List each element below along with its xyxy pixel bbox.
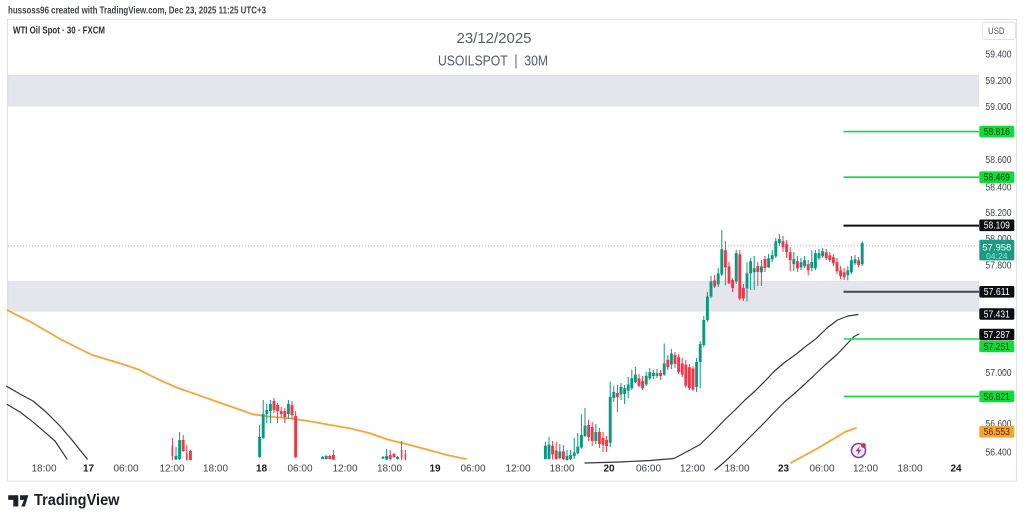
svg-text:57.287: 57.287 bbox=[984, 330, 1010, 341]
svg-text:06:00: 06:00 bbox=[636, 464, 661, 475]
svg-text:USD: USD bbox=[988, 26, 1005, 36]
svg-text:17: 17 bbox=[83, 464, 95, 475]
svg-text:58.000: 58.000 bbox=[986, 234, 1012, 245]
svg-text:TradingView: TradingView bbox=[34, 492, 120, 509]
svg-text:18: 18 bbox=[256, 464, 268, 475]
svg-text:WTI Oil Spot · 30 · FXCM: WTI Oil Spot · 30 · FXCM bbox=[13, 26, 105, 37]
svg-text:57.800: 57.800 bbox=[986, 261, 1012, 272]
svg-text:12:00: 12:00 bbox=[159, 464, 184, 475]
svg-text:hussoss96 created with Trading: hussoss96 created with TradingView.com, … bbox=[8, 6, 266, 17]
svg-text:06:00: 06:00 bbox=[287, 464, 312, 475]
svg-text:59.400: 59.400 bbox=[986, 49, 1012, 60]
svg-text:06:00: 06:00 bbox=[809, 464, 834, 475]
svg-text:18:00: 18:00 bbox=[31, 464, 56, 475]
svg-text:57.431: 57.431 bbox=[984, 309, 1010, 320]
svg-text:58.400: 58.400 bbox=[986, 182, 1012, 193]
svg-text:56.600: 56.600 bbox=[986, 419, 1012, 430]
svg-text:18:00: 18:00 bbox=[549, 464, 574, 475]
svg-text:23/12/2025: 23/12/2025 bbox=[457, 31, 532, 47]
svg-text:06:00: 06:00 bbox=[113, 464, 138, 475]
svg-text:18:00: 18:00 bbox=[377, 464, 402, 475]
svg-text:18:00: 18:00 bbox=[203, 464, 228, 475]
svg-text:18:00: 18:00 bbox=[724, 464, 749, 475]
svg-text:23: 23 bbox=[778, 464, 790, 475]
svg-text:59.200: 59.200 bbox=[986, 76, 1012, 87]
svg-text:19: 19 bbox=[429, 464, 441, 475]
svg-text:56.821: 56.821 bbox=[984, 392, 1010, 403]
svg-text:58.816: 58.816 bbox=[984, 127, 1010, 138]
svg-text:USOILSPOT | 30M: USOILSPOT | 30M bbox=[438, 53, 548, 69]
svg-text:24: 24 bbox=[950, 464, 962, 475]
svg-text:57.000: 57.000 bbox=[986, 368, 1012, 379]
svg-text:12:00: 12:00 bbox=[853, 464, 878, 475]
svg-text:58.600: 58.600 bbox=[986, 155, 1012, 166]
svg-text:12:00: 12:00 bbox=[332, 464, 357, 475]
svg-text:06:00: 06:00 bbox=[460, 464, 485, 475]
svg-text:12:00: 12:00 bbox=[680, 464, 705, 475]
svg-text:58.469: 58.469 bbox=[984, 173, 1010, 184]
svg-text:58.109: 58.109 bbox=[984, 221, 1010, 232]
svg-text:04:24: 04:24 bbox=[986, 251, 1008, 261]
svg-text:57.251: 57.251 bbox=[984, 342, 1010, 353]
svg-text:57.958: 57.958 bbox=[982, 242, 1011, 253]
svg-text:56.553: 56.553 bbox=[984, 427, 1010, 438]
svg-text:18:00: 18:00 bbox=[897, 464, 922, 475]
svg-text:20: 20 bbox=[603, 464, 615, 475]
svg-text:57.611: 57.611 bbox=[984, 287, 1010, 298]
svg-text:56.400: 56.400 bbox=[986, 447, 1012, 458]
svg-text:58.200: 58.200 bbox=[986, 208, 1012, 219]
svg-text:59.000: 59.000 bbox=[986, 102, 1012, 113]
svg-text:12:00: 12:00 bbox=[505, 464, 530, 475]
